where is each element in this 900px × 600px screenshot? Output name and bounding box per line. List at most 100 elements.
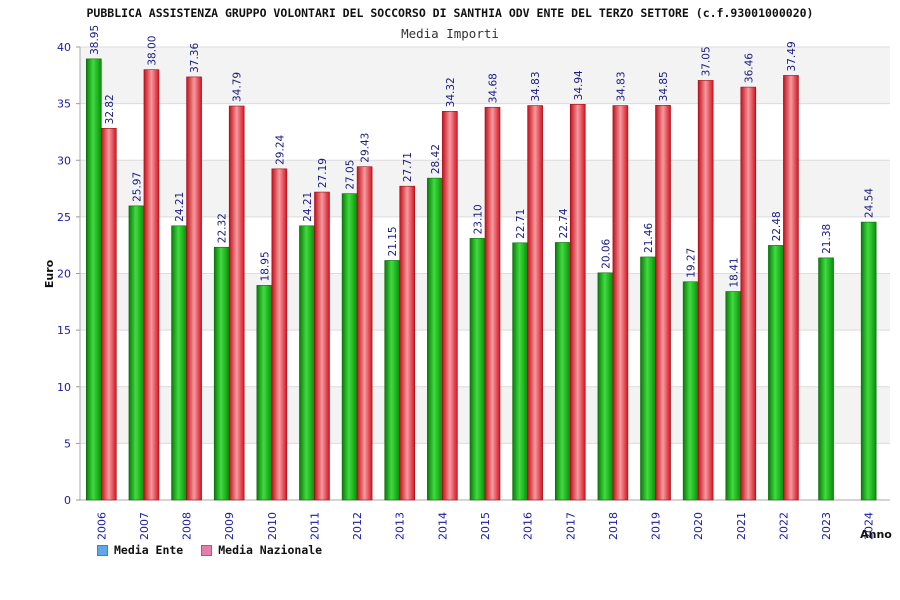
y-tick-label: 30 <box>57 154 71 167</box>
data-label-nazionale-2017: 34.94 <box>573 70 585 100</box>
y-tick-label: 40 <box>57 41 71 54</box>
y-tick-label: 5 <box>64 437 71 450</box>
y-axis-label: Euro <box>43 259 56 288</box>
x-tick-label-2019: 2019 <box>650 512 663 540</box>
x-tick-label-2014: 2014 <box>436 512 449 540</box>
y-tick-label: 0 <box>64 494 71 507</box>
x-tick-label-2007: 2007 <box>138 512 151 540</box>
legend-item-nazionale: Media Nazionale <box>201 543 322 557</box>
bar-ente-2017 <box>554 242 571 501</box>
bar-nazionale-2019 <box>655 105 671 501</box>
x-tick-label-2009: 2009 <box>223 512 236 540</box>
data-labels: 38.95 32.82 25.97 38.00 24.21 37.36 22.32 34.79… <box>89 25 876 288</box>
x-tick-label-2020: 2020 <box>692 512 705 540</box>
legend-item-ente: Media Ente <box>97 543 183 557</box>
bar-ente-2021 <box>725 291 742 501</box>
x-tick-label-2023: 2023 <box>820 512 833 540</box>
data-label-ente-2017: 22.74 <box>558 208 570 238</box>
x-tick-label-2021: 2021 <box>735 512 748 540</box>
bar-ente-2020 <box>682 281 699 501</box>
data-label-nazionale-2018: 34.83 <box>615 71 627 101</box>
bar-nazionale-2014 <box>442 111 458 501</box>
x-tick-label-2022: 2022 <box>777 512 790 540</box>
x-tick-label-2017: 2017 <box>564 512 577 540</box>
data-label-ente-2015: 23.10 <box>473 204 485 234</box>
data-label-ente-2014: 28.42 <box>430 144 442 174</box>
data-label-nazionale-2008: 37.36 <box>189 43 201 73</box>
data-label-ente-2018: 20.06 <box>600 238 612 268</box>
chart-title: PUBBLICA ASSISTENZA GRUPPO VOLONTARI DEL… <box>86 6 814 20</box>
x-tick-label-2008: 2008 <box>181 512 194 540</box>
x-tick-label-2012: 2012 <box>351 512 364 540</box>
bar-nazionale-2008 <box>186 76 202 501</box>
data-label-nazionale-2019: 34.85 <box>658 71 670 101</box>
data-label-ente-2022: 22.48 <box>771 211 783 241</box>
data-label-nazionale-2012: 29.43 <box>360 133 372 163</box>
data-label-nazionale-2014: 34.32 <box>445 77 457 107</box>
y-tick-label: 25 <box>57 211 71 224</box>
data-label-ente-2023: 21.38 <box>821 224 833 254</box>
bar-ente-2019 <box>640 256 656 501</box>
bar-nazionale-2016 <box>527 105 543 501</box>
data-label-nazionale-2006: 32.82 <box>104 94 116 124</box>
data-label-nazionale-2007: 38.00 <box>146 36 158 66</box>
data-label-nazionale-2022: 37.49 <box>786 41 798 71</box>
x-axis-label: Anno <box>860 528 892 541</box>
bar-ente-2024 <box>860 221 877 501</box>
legend-swatch-nazionale <box>201 544 213 556</box>
data-label-ente-2007: 25.97 <box>131 172 143 202</box>
data-label-ente-2016: 22.71 <box>515 209 527 239</box>
bar-nazionale-2018 <box>612 105 629 501</box>
bar-nazionale-2015 <box>484 106 501 501</box>
data-label-ente-2008: 24.21 <box>174 192 186 222</box>
data-label-ente-2019: 21.46 <box>643 223 655 253</box>
data-label-ente-2020: 19.27 <box>686 248 698 278</box>
y-tick-label: 10 <box>57 381 71 394</box>
data-label-nazionale-2010: 29.24 <box>274 134 286 164</box>
data-label-nazionale-2011: 27.19 <box>317 158 329 188</box>
bar-nazionale-2017 <box>569 104 586 501</box>
legend: Media Ente Media Nazionale <box>97 543 322 557</box>
data-label-ente-2024: 24.54 <box>864 188 876 218</box>
legend-swatch-ente <box>97 544 108 556</box>
x-tick-label-2011: 2011 <box>308 512 321 540</box>
bar-ente-2018 <box>597 272 614 501</box>
bar-nazionale-2020 <box>697 80 714 501</box>
bar-nazionale-2012 <box>356 166 373 501</box>
data-label-nazionale-2016: 34.83 <box>530 71 542 101</box>
bar-ente-2016 <box>512 242 528 501</box>
bar-ente-2007 <box>128 205 145 501</box>
x-tick-label-2006: 2006 <box>95 512 108 540</box>
bar-nazionale-2007 <box>143 69 160 501</box>
bar-ente-2013 <box>384 260 401 501</box>
data-label-nazionale-2009: 34.79 <box>232 72 244 102</box>
data-label-ente-2010: 18.95 <box>259 251 271 281</box>
x-tick-label-2013: 2013 <box>394 512 407 540</box>
bar-nazionale-2011 <box>314 191 330 501</box>
bar-nazionale-2021 <box>740 86 757 501</box>
bar-ente-2008 <box>171 225 187 501</box>
data-label-ente-2011: 24.21 <box>302 192 314 222</box>
x-tick-label-2010: 2010 <box>266 512 279 540</box>
bar-nazionale-2009 <box>228 105 245 501</box>
data-label-ente-2006: 38.95 <box>89 25 101 55</box>
data-label-nazionale-2021: 36.46 <box>743 53 755 83</box>
bar-ente-2011 <box>299 225 315 501</box>
bar-nazionale-2006 <box>101 128 117 501</box>
bar-ente-2006 <box>86 58 102 501</box>
y-tick-label: 15 <box>57 324 71 337</box>
bar-ente-2012 <box>341 193 358 501</box>
data-label-nazionale-2013: 27.71 <box>402 152 414 182</box>
data-label-ente-2013: 21.15 <box>387 226 399 256</box>
legend-label-nazionale: Media Nazionale <box>218 543 323 557</box>
legend-label-ente: Media Ente <box>114 543 184 557</box>
x-tick-label-2018: 2018 <box>607 512 620 540</box>
chart-subtitle: Media Importi <box>401 26 499 41</box>
bar-nazionale-2010 <box>271 168 288 501</box>
data-label-ente-2021: 18.41 <box>728 257 740 287</box>
bar-ente-2022 <box>768 245 784 501</box>
y-tick-label: 20 <box>57 268 71 281</box>
bar-ente-2010 <box>256 285 273 501</box>
bar-ente-2015 <box>469 238 486 501</box>
